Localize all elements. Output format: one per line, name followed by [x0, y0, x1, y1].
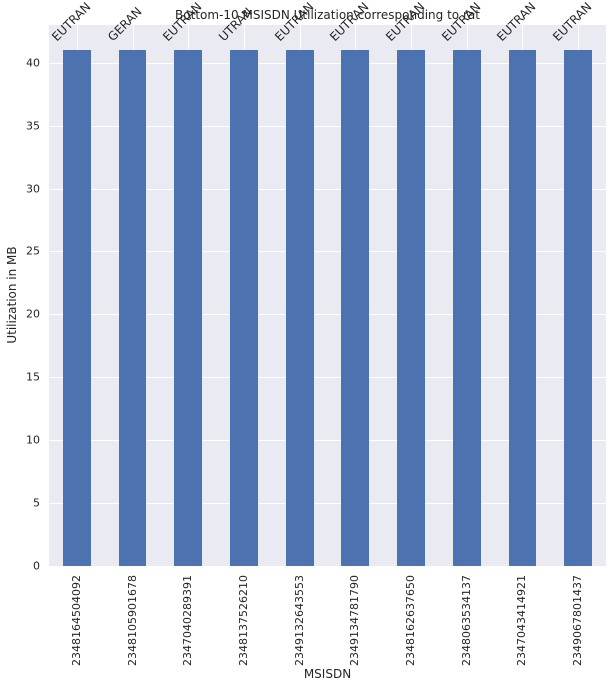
bar [118, 50, 147, 566]
y-gridline [49, 440, 606, 442]
y-tick-label: 25 [26, 244, 40, 258]
x-tick-label: 2348063534137 [459, 575, 473, 666]
y-gridline [49, 503, 606, 505]
y-gridline [49, 188, 606, 190]
y-tick-label: 30 [26, 182, 40, 196]
y-tick-label: 35 [26, 119, 40, 133]
y-axis-label: Utilization in MB [5, 246, 19, 344]
x-tick-label: 2349067801437 [571, 575, 585, 666]
y-gridline [49, 125, 606, 127]
y-tick-label: 0 [33, 559, 40, 573]
bar [341, 50, 370, 566]
plot-area [49, 25, 606, 567]
y-tick-label: 20 [26, 307, 40, 321]
x-tick-label: 2349132643553 [292, 575, 306, 666]
x-axis-label: MSISDN [303, 667, 352, 681]
x-tick-label: 2348164504092 [69, 575, 83, 666]
bar [508, 50, 537, 566]
bar [452, 50, 481, 566]
x-tick-label: 2349134781790 [348, 575, 362, 666]
y-gridline [49, 251, 606, 253]
x-tick-label: 2347043414921 [515, 575, 529, 666]
bar [397, 50, 425, 566]
bar [174, 50, 203, 566]
bar [230, 50, 258, 566]
y-gridline [49, 62, 606, 64]
y-tick-label: 15 [26, 370, 40, 384]
chart-title: Bottom-10 MSISDN Utilization correspondi… [175, 8, 480, 22]
y-gridline [49, 377, 606, 379]
y-gridline [49, 314, 606, 316]
x-tick-label: 2347040289391 [181, 575, 195, 666]
bar [285, 50, 314, 566]
bar [62, 50, 91, 566]
y-gridline [49, 566, 606, 567]
y-tick-label: 5 [33, 496, 40, 510]
x-tick-label: 2348137526210 [236, 575, 250, 666]
y-tick-label: 10 [26, 433, 40, 447]
x-tick-label: 2348162637650 [404, 575, 418, 666]
y-tick-label: 40 [26, 56, 40, 70]
x-tick-label: 2348105901678 [125, 575, 139, 666]
bar [564, 50, 593, 566]
